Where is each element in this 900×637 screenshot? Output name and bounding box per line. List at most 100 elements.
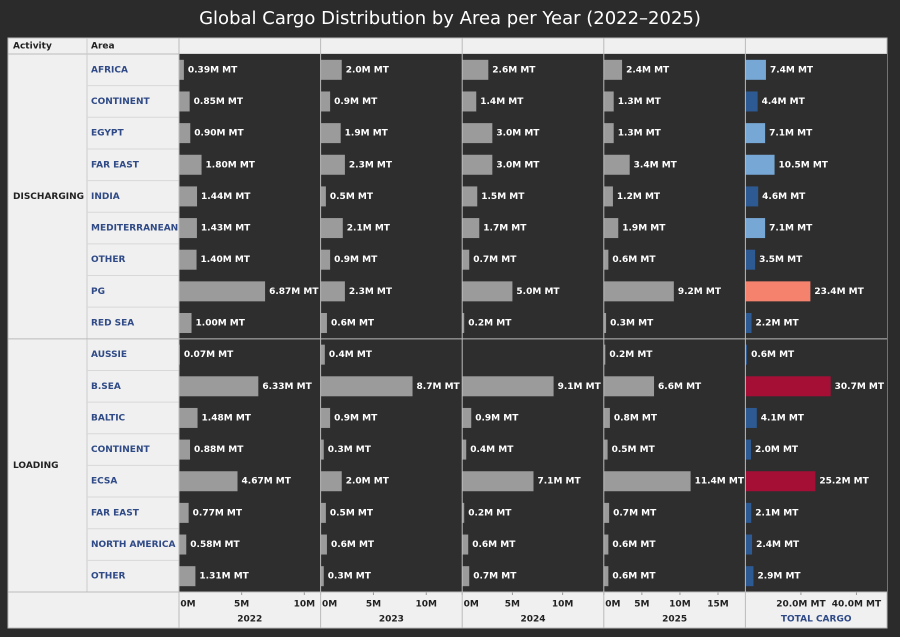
bar (462, 218, 480, 239)
bar (745, 249, 756, 270)
bar (745, 471, 816, 492)
value-label: 2.9M MT (757, 572, 801, 582)
value-label: 30.7M MT (835, 382, 885, 392)
bar (462, 154, 493, 175)
value-label: 2.0M MT (346, 477, 390, 487)
value-label: 7.1M MT (769, 129, 813, 139)
value-label: 1.40M MT (201, 255, 251, 265)
value-label: 0.9M MT (334, 97, 378, 107)
value-label: 6.6M MT (658, 382, 702, 392)
value-label: 0.6M MT (331, 319, 375, 329)
bar (179, 566, 196, 587)
value-label: 5.0M MT (516, 287, 560, 297)
value-label: 1.2M MT (617, 192, 661, 202)
bar (603, 566, 609, 587)
x-tick-label: 5M (505, 600, 520, 610)
bar (179, 313, 192, 333)
bar (745, 376, 831, 397)
bar (603, 59, 623, 80)
value-label: 0.39M MT (188, 65, 238, 75)
bar (745, 154, 775, 175)
bar (179, 407, 198, 428)
bar (179, 281, 266, 302)
value-label: 0.6M MT (612, 255, 656, 265)
x-tick-label: 10M (416, 600, 438, 610)
value-label: 0.6M MT (751, 350, 795, 360)
area-label: FAR EAST (91, 160, 140, 170)
value-label: 1.80M MT (206, 160, 256, 170)
bar (179, 471, 238, 492)
value-label: 0.7M MT (473, 572, 517, 582)
bar (462, 566, 470, 587)
x-tick-label: 0M (464, 600, 479, 610)
bar (462, 59, 489, 80)
header-area: Area (91, 42, 115, 52)
value-label: 1.7M MT (483, 224, 527, 234)
panel (603, 54, 746, 592)
bar (745, 344, 748, 365)
value-label: 9.2M MT (678, 287, 722, 297)
area-label: OTHER (91, 572, 125, 582)
bar (603, 376, 655, 397)
chart-title: Global Cargo Distribution by Area per Ye… (199, 8, 701, 29)
area-label: INDIA (91, 192, 120, 202)
value-label: 0.3M MT (328, 445, 372, 455)
value-label: 7.4M MT (770, 65, 814, 75)
bar (179, 186, 198, 207)
value-label: 0.4M MT (470, 445, 514, 455)
value-label: 4.4M MT (762, 97, 806, 107)
value-label: 0.4M MT (329, 350, 373, 360)
area-label: NORTH AMERICA (91, 540, 175, 550)
value-label: 1.9M MT (622, 224, 666, 234)
value-label: 3.4M MT (634, 160, 678, 170)
bar (462, 376, 554, 397)
value-label: 0.2M MT (468, 508, 512, 518)
value-label: 2.1M MT (347, 224, 391, 234)
group-label: LOADING (13, 461, 59, 471)
bar (320, 376, 413, 397)
value-label: 1.00M MT (196, 319, 246, 329)
value-label: 0.07M MT (184, 350, 234, 360)
bar (179, 439, 191, 460)
value-label: 0.6M MT (472, 540, 516, 550)
bar (745, 439, 751, 460)
x-tick-label: 40.0M MT (832, 600, 882, 610)
bar (320, 123, 341, 144)
value-label: 9.1M MT (558, 382, 602, 392)
value-label: 0.7M MT (613, 508, 657, 518)
area-label: EGYPT (91, 129, 124, 139)
bar (745, 91, 758, 112)
bar (603, 123, 614, 144)
bar (603, 91, 614, 112)
value-label: 2.1M MT (755, 508, 799, 518)
header-activity: Activity (13, 42, 52, 52)
bar (603, 154, 630, 175)
bar (320, 281, 345, 302)
value-label: 10.5M MT (779, 160, 829, 170)
area-label: CONTINENT (91, 445, 150, 455)
bar (320, 471, 342, 492)
value-label: 0.90M MT (194, 129, 244, 139)
panel-name: 2023 (379, 615, 404, 625)
value-label: 0.9M MT (475, 413, 519, 423)
area-label: AFRICA (91, 65, 128, 75)
bar (179, 123, 191, 144)
x-tick-label: 10M (552, 600, 574, 610)
bar (320, 566, 324, 587)
bar (603, 281, 674, 302)
bar (462, 313, 465, 333)
value-label: 2.3M MT (349, 160, 393, 170)
value-label: 3.0M MT (496, 160, 540, 170)
x-tick-label: 0M (180, 600, 195, 610)
bar (179, 502, 189, 523)
panel-name: 2022 (237, 615, 262, 625)
bar (320, 344, 325, 365)
value-label: 1.48M MT (202, 413, 252, 423)
x-tick-label: 0M (605, 600, 620, 610)
value-label: 4.67M MT (242, 477, 292, 487)
value-label: 6.33M MT (262, 382, 312, 392)
bar (179, 376, 259, 397)
value-label: 0.85M MT (194, 97, 244, 107)
bar (320, 154, 345, 175)
bar (745, 186, 759, 207)
